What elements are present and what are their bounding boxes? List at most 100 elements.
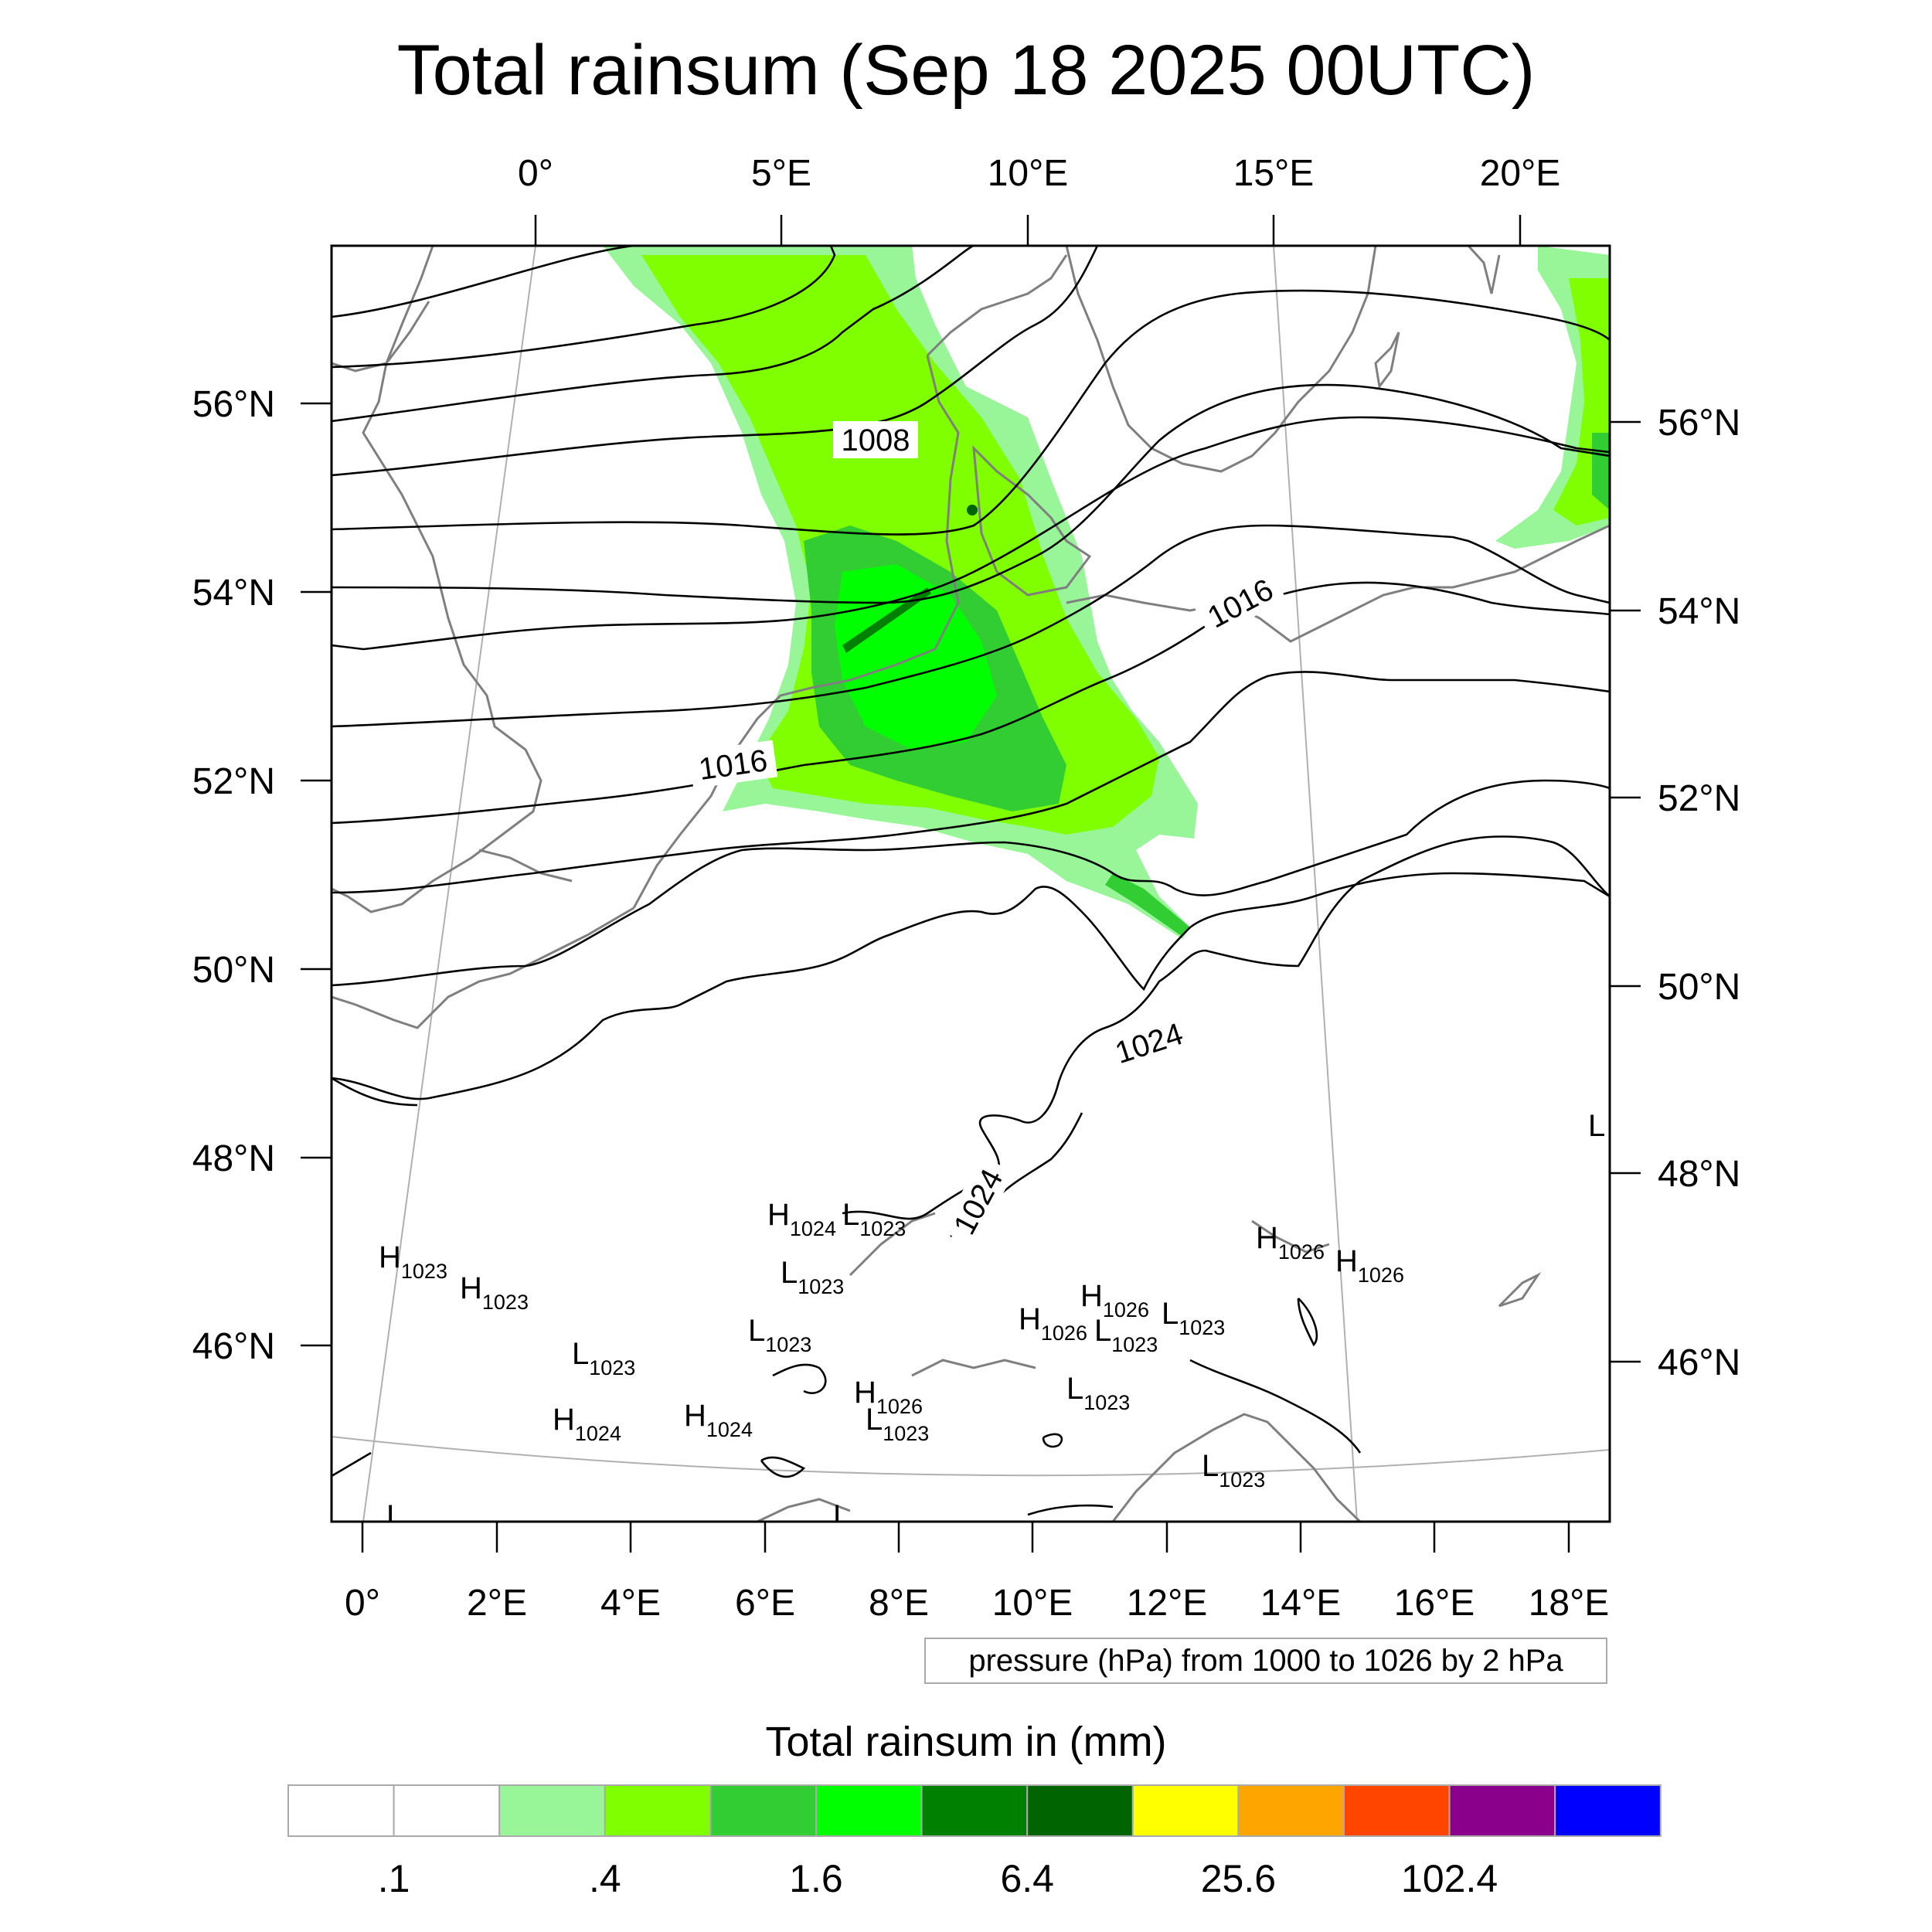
top-lon-label: 0° <box>518 153 553 194</box>
rain-spot-dark <box>967 505 978 515</box>
right-lat-label: 56°N <box>1658 403 1740 444</box>
left-lat-label: 56°N <box>192 384 275 425</box>
right-lat-label: 48°N <box>1658 1154 1740 1195</box>
coast-britain-south <box>332 906 634 1029</box>
isobar-south-loop-1 <box>772 1363 827 1394</box>
left-lat-label: 46°N <box>192 1326 275 1367</box>
isobar-south-line-2 <box>1027 1504 1114 1516</box>
coast-sweden <box>1065 246 1377 473</box>
top-lon-label: 15°E <box>1233 153 1315 194</box>
bottom-lon-label: 18°E <box>1529 1583 1610 1624</box>
high-pressure-label: H1026 <box>1080 1279 1149 1321</box>
bottom-lon-label: 12°E <box>1127 1583 1208 1624</box>
isobars <box>332 246 1610 1516</box>
isobar-south-loop-4 <box>1042 1433 1063 1448</box>
parallel-45n <box>332 1436 1610 1477</box>
isobar-lower-left <box>332 1077 418 1107</box>
low-pressure-label: L1023 <box>1066 1372 1130 1414</box>
coastlines <box>332 246 1610 1522</box>
low-pressure-label: L1023 <box>1202 1449 1265 1492</box>
isobar-9 <box>332 581 1610 825</box>
rain-tail <box>1105 873 1190 937</box>
high-pressure-label: H1026 <box>1256 1221 1325 1264</box>
bottom-lon-label: 2°E <box>467 1583 527 1624</box>
coast-finland-shore <box>1467 246 1501 294</box>
isobar-1024-main <box>332 835 1610 1478</box>
high-pressure-label: H1024 <box>767 1198 836 1240</box>
left-lat-label: 48°N <box>192 1138 275 1179</box>
meridian-15e <box>1273 246 1358 1522</box>
right-lat-label: 54°N <box>1658 591 1740 632</box>
colorbar-title: Total rainsum in (mm) <box>765 1719 1167 1765</box>
isobar-7 <box>332 416 1610 651</box>
low-pressure-label: L1023 <box>1094 1314 1158 1356</box>
map-title: Total rainsum (Sep 18 2025 00UTC) <box>396 31 1536 110</box>
border-fragment-1 <box>849 1212 936 1277</box>
top-lon-label: 10°E <box>988 153 1069 194</box>
bottom-lon-label: 4°E <box>600 1583 661 1624</box>
isobar-8 <box>332 524 1610 728</box>
bottom-lon-label: 16°E <box>1394 1583 1475 1624</box>
axis-labels: 0° 5°E 10°E 15°E 20°E 0° 2°E 4°E 6°E 8°E… <box>192 153 1741 1624</box>
low-pressure-label: L1023 <box>386 1499 450 1542</box>
left-lat-label: 50°N <box>192 950 275 991</box>
high-pressure-label: H1026 <box>1019 1302 1087 1345</box>
high-pressure-label: H1026 <box>854 1376 923 1418</box>
bottom-lon-label: 10°E <box>992 1583 1073 1624</box>
rain-field <box>603 246 1610 939</box>
top-lon-label: 20°E <box>1480 153 1561 194</box>
coast-danish-islands <box>972 445 1092 597</box>
right-lat-label: 50°N <box>1658 967 1740 1008</box>
isobar-3 <box>332 246 975 423</box>
right-lat-label: 46°N <box>1658 1342 1740 1383</box>
isobar-2 <box>332 246 836 369</box>
isobar-6 <box>332 383 1610 604</box>
isobar-south-loop-2 <box>760 1456 806 1478</box>
low-pressure-label: L1023 <box>1162 1297 1225 1339</box>
axis-ticks <box>301 215 1641 1553</box>
coast-britain-east <box>332 246 543 913</box>
bottom-lon-label: 8°E <box>869 1583 929 1624</box>
rain-streak-dark <box>842 587 931 653</box>
isobar-1 <box>332 246 634 318</box>
bottom-lon-label: 6°E <box>735 1583 795 1624</box>
border-fragment-2 <box>911 1359 1036 1377</box>
isobar-south-loop-3 <box>1297 1298 1318 1347</box>
right-lat-label: 52°N <box>1658 778 1740 819</box>
map-frame <box>330 244 1611 1523</box>
bottom-lon-label: 0° <box>345 1583 380 1624</box>
coast-gotland <box>1374 332 1400 389</box>
isobar-label: 1008 <box>842 423 910 457</box>
isobar-5 <box>332 289 1610 536</box>
coast-britain-thames <box>478 849 573 883</box>
left-lat-label: 54°N <box>192 573 275 614</box>
coast-adriatic <box>1111 1413 1362 1522</box>
isobar-12 <box>332 872 1610 1100</box>
isobar-11 <box>332 779 1610 987</box>
high-pressure-label: H1024 <box>684 1399 753 1441</box>
low-pressure-label: L1023 <box>833 1499 896 1542</box>
coast-baltic-south <box>1066 524 1610 643</box>
high-pressure-label: H1026 <box>1335 1244 1404 1287</box>
bottom-lon-label: 14°E <box>1260 1583 1342 1624</box>
coast-balkan-small <box>1498 1272 1542 1308</box>
high-pressure-label: H1024 <box>553 1403 621 1445</box>
top-lon-label: 5°E <box>751 153 811 194</box>
border-fragment-3 <box>1251 1219 1330 1253</box>
low-pressure-label: L1023 <box>572 1337 635 1379</box>
coast-britain-north <box>332 301 430 372</box>
isobar-south-line-1 <box>1189 1359 1362 1454</box>
left-lat-label: 52°N <box>192 761 275 802</box>
low-pressure-label: L1023 <box>842 1198 906 1240</box>
isobar-10 <box>332 671 1610 894</box>
high-pressure-label: H1023 <box>460 1271 529 1314</box>
low-pressure-label: L1023 <box>866 1403 929 1445</box>
coast-jutland <box>926 254 1068 357</box>
low-pressure-label: L1023 <box>748 1314 811 1356</box>
coast-italy-ligurian <box>757 1498 851 1522</box>
coast-continent <box>632 355 960 909</box>
low-pressure-label: L1023 <box>781 1256 844 1298</box>
pressure-contour-note: pressure (hPa) from 1000 to 1026 by 2 hP… <box>924 1638 1607 1684</box>
